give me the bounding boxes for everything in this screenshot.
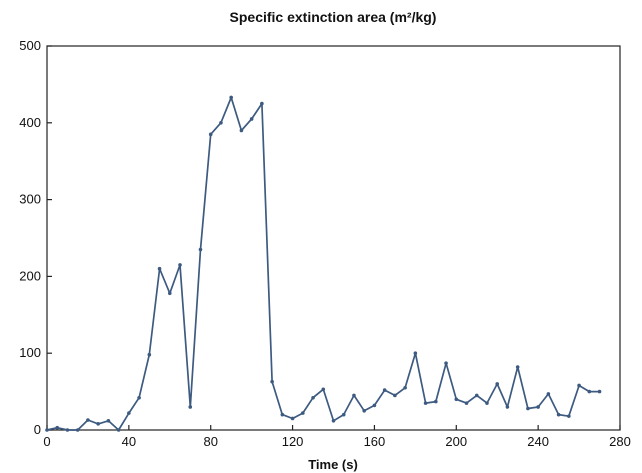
x-tick-label: 0 xyxy=(43,434,50,449)
data-point xyxy=(311,395,315,400)
data-point xyxy=(290,416,295,421)
x-tick-label: 200 xyxy=(445,434,467,449)
data-point xyxy=(219,121,223,125)
data-point xyxy=(515,365,520,369)
plot-frame xyxy=(46,45,621,431)
x-tick-label: 160 xyxy=(364,434,386,449)
x-axis-label: Time (s) xyxy=(308,457,358,472)
data-point xyxy=(229,95,233,100)
data-point xyxy=(413,351,418,356)
data-point xyxy=(341,412,346,417)
chart-title: Specific extinction area (m²/kg) xyxy=(230,9,437,25)
x-tick-label: 40 xyxy=(122,434,136,449)
data-point xyxy=(188,405,193,409)
data-point xyxy=(372,403,377,408)
data-point xyxy=(423,401,428,405)
data-point xyxy=(434,399,438,404)
data-point xyxy=(352,393,356,398)
data-point xyxy=(597,389,602,394)
data-point xyxy=(75,428,80,432)
data-point xyxy=(556,412,561,417)
data-point xyxy=(147,352,152,357)
y-tick-label: 200 xyxy=(19,268,41,283)
data-point xyxy=(208,132,213,137)
y-tick-label: 500 xyxy=(19,38,41,53)
data-point xyxy=(526,406,530,411)
x-tick-label: 240 xyxy=(527,434,549,449)
data-point xyxy=(137,395,141,400)
y-tick-label: 0 xyxy=(34,422,41,437)
data-point xyxy=(55,425,60,430)
data-point xyxy=(198,247,203,252)
data-point xyxy=(96,422,100,426)
x-tick-label: 80 xyxy=(203,434,217,449)
data-point xyxy=(464,401,469,405)
data-point xyxy=(106,418,111,423)
data-point xyxy=(382,388,387,392)
data-point xyxy=(505,405,510,409)
data-point xyxy=(86,418,90,422)
data-point xyxy=(249,117,254,121)
data-point xyxy=(567,414,571,418)
x-tick-label: 120 xyxy=(282,434,304,449)
data-point xyxy=(577,383,581,388)
data-point xyxy=(280,412,285,417)
data-point xyxy=(127,411,131,415)
data-point xyxy=(301,411,305,415)
series-line xyxy=(46,96,600,431)
data-point xyxy=(178,263,182,267)
data-point xyxy=(536,405,540,409)
data-point xyxy=(485,401,489,405)
y-tick-label: 100 xyxy=(19,345,41,360)
data-point xyxy=(167,291,172,296)
data-point xyxy=(45,428,49,432)
data-point xyxy=(157,266,162,271)
data-point xyxy=(260,101,264,106)
data-point xyxy=(587,389,592,394)
data-point xyxy=(546,392,551,396)
series-layer xyxy=(45,95,602,432)
data-point xyxy=(362,409,366,413)
data-point xyxy=(495,382,500,386)
y-tick-label: 300 xyxy=(19,192,41,207)
x-tick-label: 280 xyxy=(609,434,631,449)
data-point xyxy=(393,393,397,398)
data-point xyxy=(331,418,336,423)
y-tick-label: 400 xyxy=(19,115,41,130)
data-point xyxy=(239,128,244,133)
data-point xyxy=(270,379,274,384)
axis-ticks: 0 40 80 120 160 200 240 280 0 100 200 300 400 500 xyxy=(19,38,631,449)
data-point xyxy=(454,397,459,402)
data-point xyxy=(444,361,448,365)
data-point xyxy=(116,428,121,432)
data-point xyxy=(65,428,70,432)
data-point xyxy=(474,393,479,398)
data-point xyxy=(321,387,326,392)
data-point xyxy=(403,385,407,390)
